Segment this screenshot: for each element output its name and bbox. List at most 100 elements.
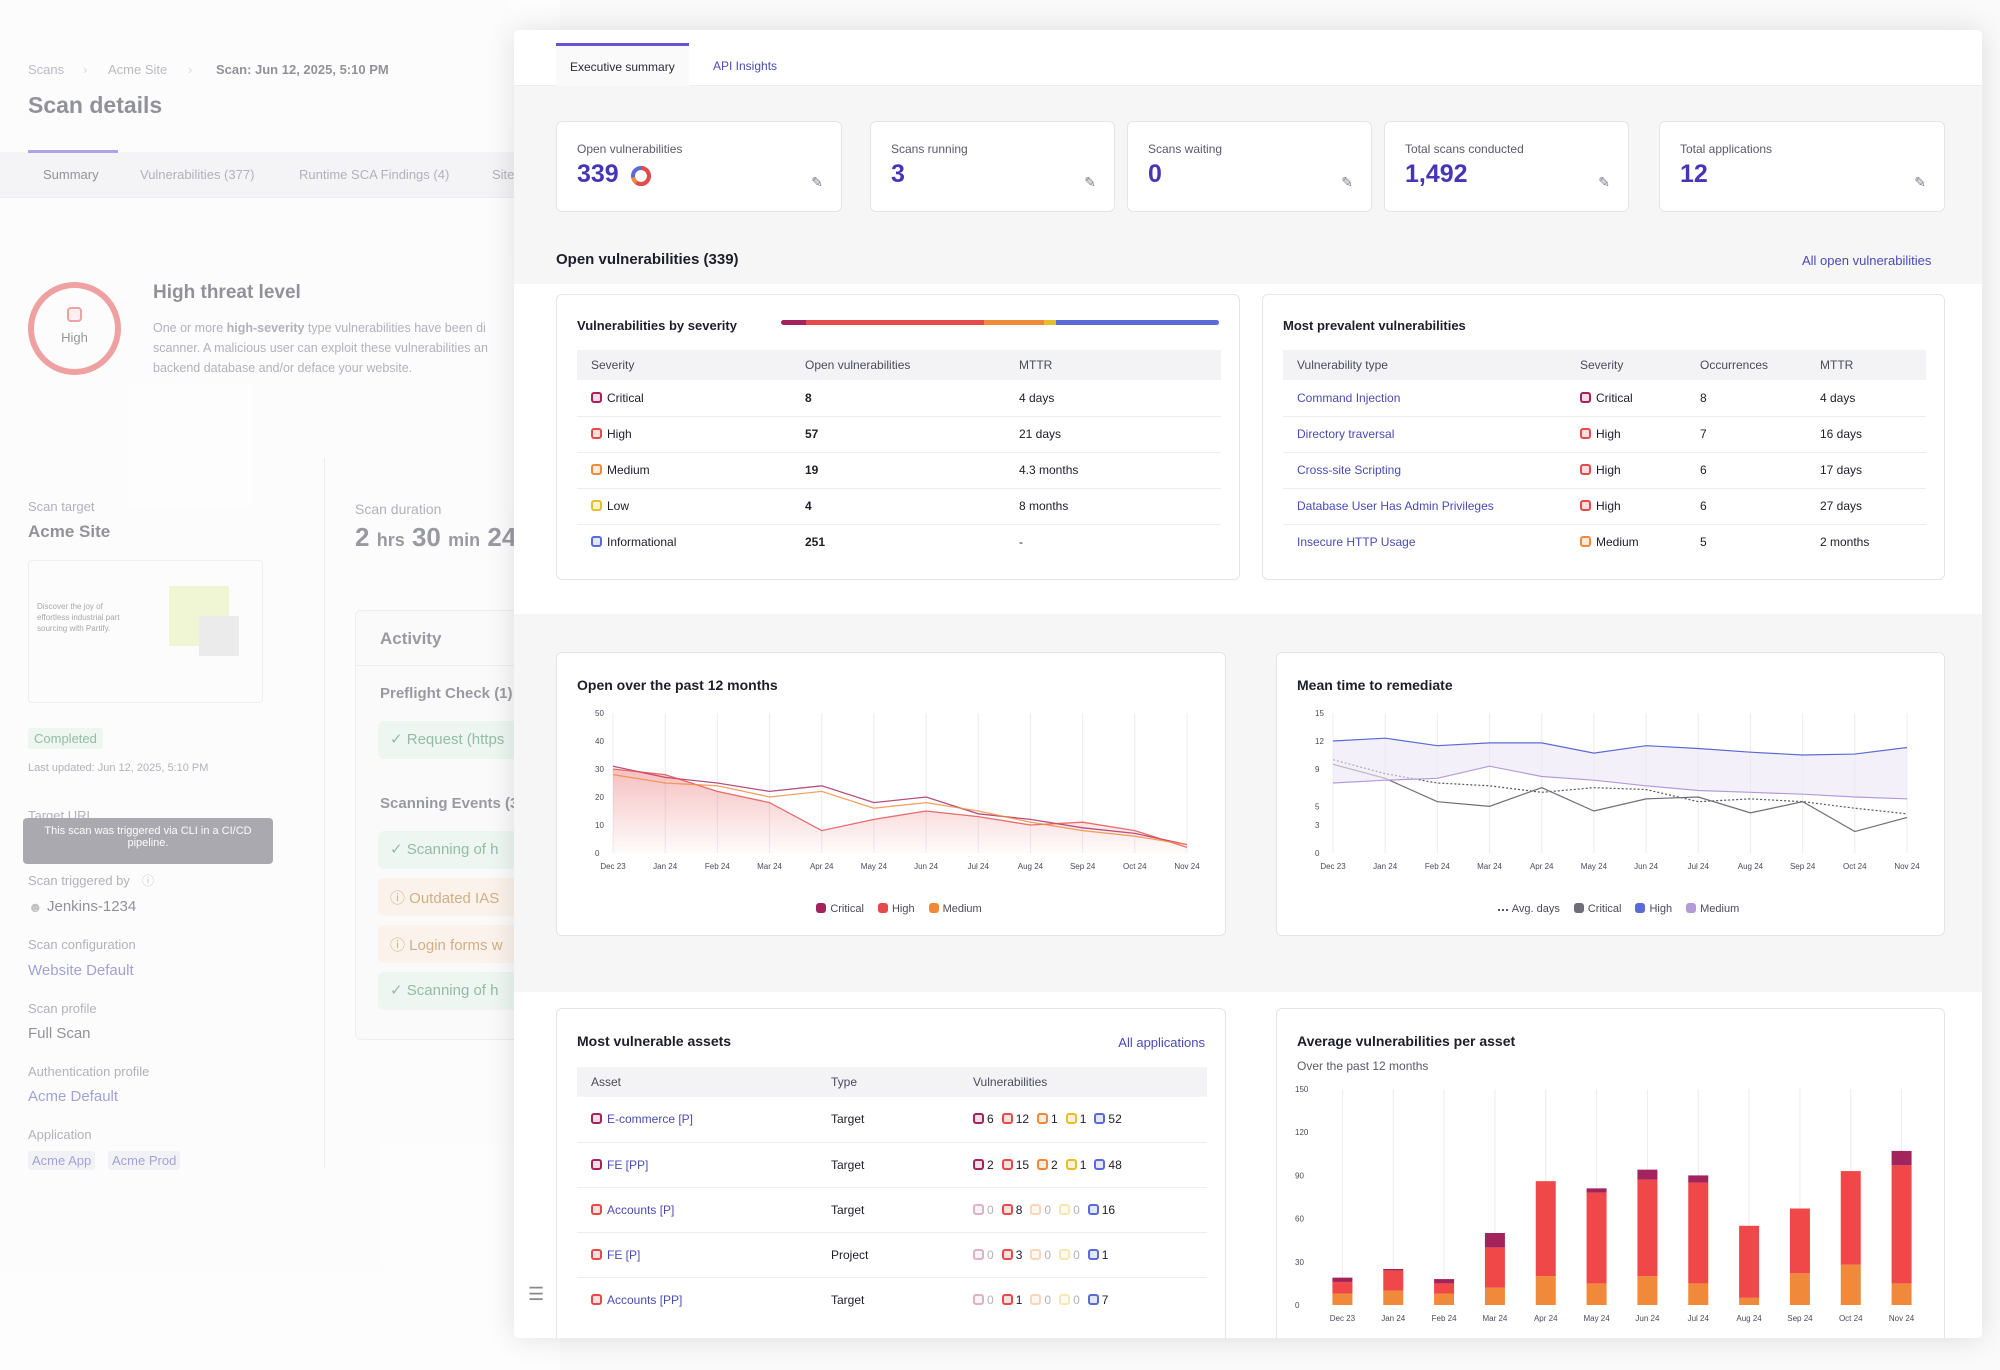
bar-high (1891, 1165, 1912, 1284)
y-tick-label: 30 (1295, 1258, 1304, 1267)
asset-link[interactable]: FE [PP] (607, 1157, 649, 1172)
config-label: Scan configuration (28, 937, 136, 952)
bar-high (1434, 1283, 1455, 1294)
tab-bar: Executive summary API Insights (514, 30, 1982, 86)
edit-icon[interactable]: ✎ (1598, 174, 1610, 190)
y-tick-label: 150 (1295, 1085, 1309, 1094)
vuln-count-high: 15 (1001, 1158, 1029, 1172)
x-tick-label: Feb 24 (1425, 862, 1450, 871)
area-fill-high (1333, 738, 1907, 799)
y-tick-label: 20 (595, 793, 604, 802)
app-chip[interactable]: Acme App (28, 1151, 96, 1170)
asset-link[interactable]: Accounts [PP] (607, 1292, 683, 1307)
vulnerability-link[interactable]: Database User Has Admin Privileges (1283, 488, 1566, 525)
x-tick-label: Aug 24 (1736, 1314, 1762, 1323)
breadcrumb-scans[interactable]: Scans (28, 62, 65, 77)
x-tick-label: Feb 24 (705, 862, 730, 871)
chart-subtitle: Over the past 12 months (1297, 1059, 1429, 1073)
low-icon (591, 500, 602, 511)
bar-high (1383, 1270, 1404, 1291)
asset-link[interactable]: E-commerce [P] (607, 1112, 694, 1127)
threat-level-title: High threat level (153, 282, 301, 303)
open-12-months-chart: 0 10 20 30 40 50 Dec 23 Jan 24 Feb 24 Mar 24 Apr 2… (595, 709, 1200, 871)
vuln-count-crit: 0 (973, 1248, 994, 1262)
tab-runtime-sca[interactable]: Runtime SCA Findings (4) (299, 167, 450, 182)
site-thumbnail[interactable]: Discover the joy of effortless industria… (28, 560, 263, 703)
edit-icon[interactable]: ✎ (1914, 174, 1926, 190)
kpi-value: 1,492 (1405, 160, 1468, 188)
card-title: Most vulnerable assets (577, 1033, 732, 1049)
tab-summary[interactable]: Summary (43, 167, 99, 182)
x-tick-label: Jul 24 (968, 862, 990, 871)
chart-legend: Critical High Medium (557, 903, 1227, 915)
prevalent-table: Vulnerability type Severity Occurrences MTT… (1283, 350, 1926, 560)
triggered-by-value: Jenkins-1234 (47, 898, 137, 915)
tab-vulnerabilities[interactable]: Vulnerabilities (377) (140, 167, 255, 182)
kpi-scans-running[interactable]: Scans running 3 ✎ (870, 121, 1115, 212)
kpi-label: Open vulnerabilities (577, 142, 683, 156)
menu-icon[interactable]: ☰ (528, 1284, 545, 1304)
vulnerability-link[interactable]: Command Injection (1283, 380, 1566, 417)
triggered-by-label: Scan triggered by (28, 873, 130, 888)
x-tick-label: Mar 24 (757, 862, 782, 871)
bar-high (1484, 1247, 1505, 1288)
y-tick-label: 0 (1315, 849, 1320, 858)
vulnerability-link[interactable]: Cross-site Scripting (1283, 452, 1566, 489)
kpi-scans-waiting[interactable]: Scans waiting 0 ✎ (1127, 121, 1372, 212)
vuln-count-med: 0 (1030, 1248, 1051, 1262)
severity-table: Severity Open vulnerabilities MTTR Critica… (577, 350, 1221, 560)
column-header: Type (817, 1067, 959, 1097)
application-label: Application (28, 1127, 92, 1142)
profile-value: Full Scan (28, 1025, 91, 1042)
app-chip[interactable]: Acme Prod (108, 1151, 181, 1170)
severity-bar-critical (781, 320, 807, 325)
auth-link[interactable]: Acme Default (28, 1088, 119, 1105)
active-tab-indicator (28, 150, 118, 153)
x-tick-label: Apr 24 (1534, 1314, 1558, 1323)
all-applications-link[interactable]: All applications (1118, 1035, 1205, 1050)
all-open-vulnerabilities-link[interactable]: All open vulnerabilities (1802, 253, 1932, 268)
events-title: Scanning Events (3 (380, 795, 519, 812)
kpi-total-scans[interactable]: Total scans conducted 1,492 ✎ (1384, 121, 1629, 212)
tab-executive-summary[interactable]: Executive summary (556, 43, 689, 86)
config-link[interactable]: Website Default (28, 962, 134, 979)
y-tick-label: 5 (1315, 802, 1320, 811)
bar-critical (1586, 1188, 1607, 1193)
bar-high (1840, 1171, 1861, 1265)
tab-site[interactable]: Site (492, 167, 515, 182)
card-title: Vulnerabilities by severity (577, 318, 737, 333)
table-row: Accounts [P] Target 0 8 0 0 16 (577, 1187, 1207, 1233)
tab-api-insights[interactable]: API Insights (713, 59, 778, 73)
x-tick-label: Nov 24 (1174, 862, 1200, 871)
x-tick-label: Feb 24 (1432, 1314, 1457, 1323)
y-tick-label: 10 (595, 821, 604, 830)
edit-icon[interactable]: ✎ (1084, 174, 1096, 190)
y-tick-label: 40 (595, 737, 604, 746)
chart-title: Mean time to remediate (1297, 677, 1453, 693)
page-title: Scan details (28, 92, 163, 118)
edit-icon[interactable]: ✎ (811, 174, 823, 190)
bar-medium (1840, 1264, 1861, 1305)
asset-type: Target (817, 1187, 959, 1233)
vulnerability-link[interactable]: Directory traversal (1283, 416, 1566, 453)
vuln-count-info: 16 (1087, 1203, 1115, 1217)
asset-link[interactable]: Accounts [P] (607, 1202, 675, 1217)
edit-icon[interactable]: ✎ (1341, 174, 1353, 190)
kpi-value: 339 (577, 160, 619, 188)
high-icon (1580, 464, 1591, 475)
kpi-total-applications[interactable]: Total applications 12 ✎ (1659, 121, 1945, 212)
asset-link[interactable]: FE [P] (607, 1247, 641, 1262)
vulnerability-link[interactable]: Insecure HTTP Usage (1297, 535, 1416, 550)
help-icon[interactable]: ⓘ (142, 874, 155, 888)
x-tick-label: Jan 24 (653, 862, 678, 871)
kpi-open-vulnerabilities[interactable]: Open vulnerabilities 339 ✎ (556, 121, 842, 212)
chart-title: Average vulnerabilities per asset (1297, 1033, 1516, 1049)
bar-critical (1332, 1277, 1353, 1282)
breadcrumb-site[interactable]: Acme Site (108, 62, 168, 77)
y-tick-label: 60 (1295, 1215, 1304, 1224)
bar-medium (1637, 1276, 1658, 1305)
table-row: Low 4 8 months (577, 488, 1221, 525)
column-header: Occurrences (1686, 350, 1806, 380)
bar-medium (1383, 1290, 1404, 1305)
high-icon (591, 1203, 602, 1215)
